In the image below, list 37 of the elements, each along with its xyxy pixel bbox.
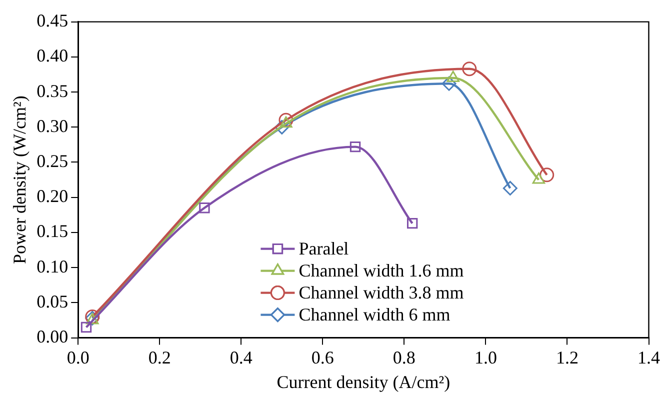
legend-label: Channel width 1.6 mm xyxy=(298,260,464,281)
x-tick-label: 0.4 xyxy=(230,347,252,368)
x-tick-label: 1.2 xyxy=(556,347,578,368)
y-tick-label: 0.45 xyxy=(36,10,68,31)
y-tick-label: 0.00 xyxy=(36,326,68,347)
point xyxy=(280,116,292,128)
x-tick-label: 0.2 xyxy=(148,347,171,368)
legend-label: Paralel xyxy=(298,238,349,259)
point xyxy=(532,172,546,184)
y-tick-label: 0.35 xyxy=(36,80,68,101)
y-tick-label: 0.20 xyxy=(36,186,68,206)
x-axis-title: Current density (A/cm²) xyxy=(276,372,450,392)
y-tick-label: 0.30 xyxy=(36,116,68,136)
legend-label: Channel width 3.8 mm xyxy=(298,282,464,303)
y-tick-label: 0.15 xyxy=(36,221,68,242)
x-tick-label: 0.8 xyxy=(392,347,416,368)
x-tick-label: 1.0 xyxy=(474,347,497,368)
legend-label: Channel width 6 mm xyxy=(298,304,450,325)
x-tick-label: 0.6 xyxy=(311,347,334,368)
y-tick-label: 0.25 xyxy=(36,150,68,171)
y-tick-label: 0.10 xyxy=(36,256,68,276)
point xyxy=(540,168,554,182)
point xyxy=(502,180,518,196)
point xyxy=(442,76,456,91)
point xyxy=(462,62,477,76)
y-tick-label: 0.40 xyxy=(36,46,68,66)
point xyxy=(199,202,210,214)
y-axis-title: Power density (W/cm²) xyxy=(10,96,30,264)
point xyxy=(80,322,92,333)
point xyxy=(274,120,290,134)
point xyxy=(278,112,294,128)
point xyxy=(350,141,361,152)
x-tick-label: 0.0 xyxy=(66,347,90,368)
point xyxy=(446,70,460,82)
point xyxy=(406,218,418,229)
y-tick-label: 0.05 xyxy=(36,291,68,312)
x-tick-label: 1.4 xyxy=(638,347,660,368)
